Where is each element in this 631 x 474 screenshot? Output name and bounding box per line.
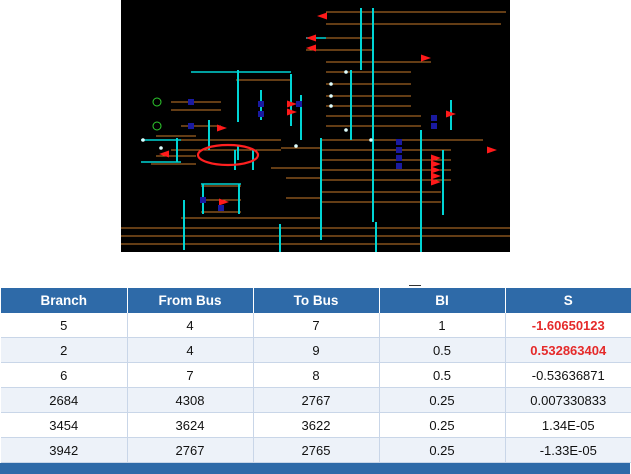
flow-arrow-icon: [421, 54, 431, 62]
flow-arrow-icon: [287, 100, 297, 108]
node-marker: [396, 147, 402, 153]
node-marker: [431, 115, 437, 121]
divider-mark: [409, 285, 421, 286]
node-marker: [200, 197, 206, 203]
flow-arrow-icon: [431, 160, 441, 168]
cell-bi: 0.25: [379, 412, 506, 438]
cell-to-bus: 3622: [253, 412, 380, 438]
generator-icon: [152, 121, 162, 131]
cell-s: -0.53636871: [505, 362, 631, 388]
column-header-from-bus: From Bus: [127, 288, 254, 313]
branch-results-table-container: Branch From Bus To Bus BI S 5 4 7 1 -1.6…: [1, 288, 631, 474]
cell-bi: 0.25: [379, 437, 506, 463]
cell-bi: 1: [379, 313, 506, 338]
flow-arrow-icon: [306, 34, 316, 42]
cell-s: 0.532863404: [505, 337, 631, 363]
node-marker: [396, 163, 402, 169]
power-network-diagram: [121, 0, 510, 252]
cell-branch: 5: [1, 313, 128, 338]
cell-s: 0.007330833: [505, 387, 631, 413]
node-marker: [258, 111, 264, 117]
highlighted-branch-ellipse: [196, 143, 260, 167]
flow-arrow-icon: [487, 146, 497, 154]
cell-branch: 3942: [1, 437, 128, 463]
cell-to-bus: 2765: [253, 437, 380, 463]
table-row: 5 4 7 1 -1.60650123: [1, 313, 631, 338]
table-row: 6 7 8 0.5 -0.53636871: [1, 362, 631, 388]
cell-s: 1.34E-05: [505, 412, 631, 438]
connection-dot: [329, 82, 333, 86]
cell-s: -1.60650123: [505, 313, 631, 338]
cell-to-bus: 2767: [253, 387, 380, 413]
flow-arrow-icon: [431, 154, 441, 162]
cell-from-bus: 3624: [127, 412, 254, 438]
table-row: 2 4 9 0.5 0.532863404: [1, 337, 631, 363]
cell-to-bus: 9: [253, 337, 380, 363]
cell-branch: 6: [1, 362, 128, 388]
connection-dot: [329, 94, 333, 98]
cell-from-bus: 4: [127, 337, 254, 363]
flow-arrow-icon: [217, 124, 227, 132]
table-header-row: Branch From Bus To Bus BI S: [1, 288, 631, 313]
cell-bi: 0.5: [379, 337, 506, 363]
node-marker: [396, 155, 402, 161]
connection-dot: [344, 70, 348, 74]
node-marker: [218, 205, 224, 211]
flow-arrow-icon: [219, 198, 229, 206]
cell-s: -1.33E-05: [505, 437, 631, 463]
flow-arrow-icon: [446, 110, 456, 118]
one-line-diagram: [121, 8, 510, 252]
connection-dot: [159, 146, 163, 150]
column-header-to-bus: To Bus: [253, 288, 380, 313]
cell-from-bus: 4: [127, 313, 254, 338]
table-row: 3942 2767 2765 0.25 -1.33E-05: [1, 437, 631, 463]
node-marker: [258, 101, 264, 107]
connection-dot: [329, 104, 333, 108]
cell-to-bus: 8: [253, 362, 380, 388]
cell-branch: 3454: [1, 412, 128, 438]
cell-bi: 0.5: [379, 362, 506, 388]
branch-results-table: Branch From Bus To Bus BI S 5 4 7 1 -1.6…: [1, 288, 631, 463]
flow-arrow-icon: [431, 172, 441, 180]
cell-branch: 2684: [1, 387, 128, 413]
node-marker: [188, 123, 194, 129]
column-header-bi: BI: [379, 288, 506, 313]
connection-dot: [141, 138, 145, 142]
table-row: 2684 4308 2767 0.25 0.007330833: [1, 387, 631, 413]
cell-bi: 0.25: [379, 387, 506, 413]
connection-dot: [344, 128, 348, 132]
node-marker: [188, 99, 194, 105]
flow-arrow-icon: [317, 12, 327, 20]
cell-from-bus: 7: [127, 362, 254, 388]
cell-branch: 2: [1, 337, 128, 363]
connection-dot: [369, 138, 373, 142]
cell-from-bus: 4308: [127, 387, 254, 413]
flow-arrow-icon: [287, 108, 297, 116]
flow-arrow-icon: [306, 44, 316, 52]
flow-arrow-icon: [159, 150, 169, 158]
node-marker: [431, 123, 437, 129]
flow-arrow-icon: [431, 178, 441, 186]
flow-arrow-icon: [431, 166, 441, 174]
column-header-branch: Branch: [1, 288, 128, 313]
node-marker: [396, 139, 402, 145]
cell-from-bus: 2767: [127, 437, 254, 463]
connection-dot: [294, 144, 298, 148]
table-row: 3454 3624 3622 0.25 1.34E-05: [1, 412, 631, 438]
table-footer-bar: [0, 463, 630, 474]
cell-to-bus: 7: [253, 313, 380, 338]
column-header-s: S: [505, 288, 631, 313]
node-marker: [296, 101, 302, 107]
generator-icon: [152, 97, 162, 107]
